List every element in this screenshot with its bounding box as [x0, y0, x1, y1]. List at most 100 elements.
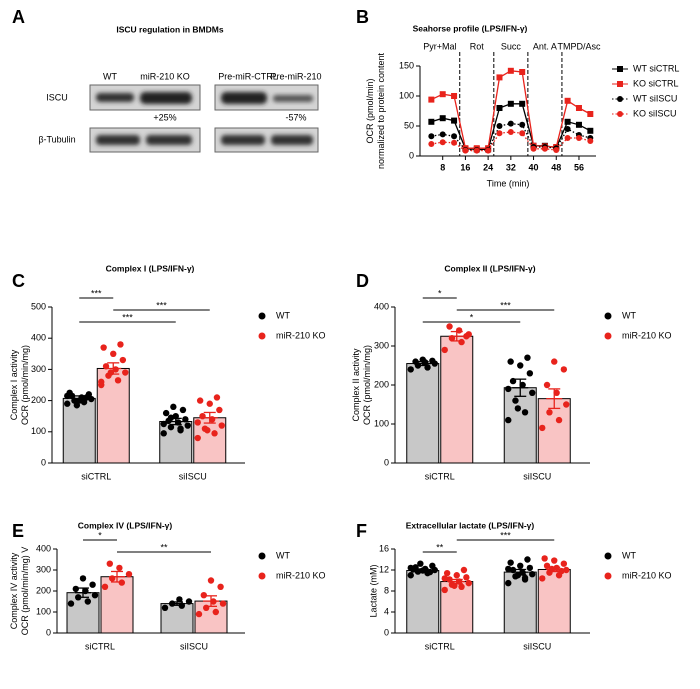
significance-label: ***	[500, 530, 511, 540]
error-bar	[414, 568, 431, 573]
panel-letter: F	[356, 521, 367, 541]
data-point	[560, 366, 568, 373]
data-point	[73, 402, 81, 409]
data-point	[529, 571, 536, 578]
significance-label: **	[160, 542, 168, 552]
y-tick-label: 8	[384, 585, 389, 595]
data-point	[79, 575, 87, 582]
y-tick-label: 400	[374, 301, 389, 311]
data-point	[563, 401, 570, 408]
data-point	[446, 323, 453, 330]
chart-title: Extracellular lactate (LPS/IFN-γ)	[406, 520, 535, 530]
data-point	[505, 385, 512, 393]
data-point	[463, 333, 470, 340]
error-bar	[105, 362, 122, 375]
legend-label: WT	[622, 550, 636, 560]
y-axis-label: OCR (pmol/min/mg)	[362, 345, 372, 425]
significance-label: *	[98, 530, 102, 540]
data-point	[539, 575, 546, 582]
data-point	[521, 574, 529, 582]
change-label: -57%	[285, 112, 306, 122]
data-point	[116, 564, 123, 572]
x-tick-label: 24	[483, 162, 493, 172]
data-point	[184, 422, 191, 429]
y-tick-label: 0	[46, 627, 51, 637]
data-point	[519, 381, 526, 389]
y-tick-label: 0	[41, 457, 46, 467]
y-tick-label: 100	[31, 426, 46, 436]
y-tick-label: 200	[36, 585, 51, 595]
y-tick-label: 150	[399, 60, 414, 70]
row-label: ISCU	[46, 92, 68, 102]
data-point	[98, 378, 105, 386]
data-point	[407, 564, 414, 572]
error-bar	[201, 411, 218, 424]
data-point	[517, 362, 524, 369]
data-point	[524, 556, 531, 563]
data-point	[211, 430, 218, 437]
phase-label: Rot	[470, 41, 485, 51]
error-bar	[71, 395, 88, 402]
data-point	[160, 430, 167, 437]
lane-label: miR-210 KO	[140, 71, 190, 81]
data-point	[505, 579, 512, 587]
data-point	[177, 425, 184, 432]
data-point	[530, 145, 537, 152]
error-bar	[512, 568, 529, 576]
data-point	[117, 341, 124, 348]
y-tick-label: 100	[399, 90, 414, 100]
lane-label: Pre-miR-210	[270, 71, 321, 81]
y-tick-label: 0	[409, 150, 414, 160]
y-axis-label: Complex I activity	[9, 349, 19, 420]
significance-label: ***	[500, 300, 511, 310]
data-point	[453, 572, 460, 579]
legend-marker	[617, 111, 623, 117]
error-bar	[203, 595, 219, 607]
data-point	[587, 111, 594, 117]
data-point	[543, 381, 551, 389]
data-point	[89, 581, 96, 588]
data-point	[507, 358, 514, 365]
x-tick-label: 48	[551, 162, 561, 172]
data-point	[441, 586, 448, 594]
data-point	[67, 600, 75, 607]
data-point	[428, 96, 435, 103]
data-point	[460, 566, 468, 574]
error-bar	[512, 378, 529, 397]
row-label: β-Tubulin	[38, 134, 75, 144]
significance-label: ***	[91, 288, 102, 298]
chart-title: Complex IV (LPS/IFN-γ)	[78, 520, 173, 530]
x-tick-label: siCTRL	[85, 641, 115, 651]
y-axis-label: Complex II activity	[351, 348, 361, 422]
legend-marker	[258, 552, 266, 560]
legend-marker	[617, 81, 623, 87]
data-point	[84, 598, 92, 605]
data-point	[519, 69, 526, 75]
blot-band	[221, 92, 267, 104]
x-tick-label: siCTRL	[81, 471, 111, 481]
error-bar	[546, 566, 563, 573]
data-point	[496, 74, 503, 81]
data-point	[496, 105, 503, 111]
data-point	[195, 610, 203, 618]
data-point	[512, 397, 519, 404]
data-point	[587, 138, 594, 144]
phase-label: Succ	[501, 41, 522, 51]
data-point	[564, 118, 571, 125]
y-tick-label: 0	[384, 627, 389, 637]
data-point	[199, 413, 206, 420]
data-point	[64, 400, 71, 407]
data-point	[463, 574, 470, 581]
legend-label: miR-210 KO	[622, 330, 672, 340]
x-tick-label: siISCU	[523, 641, 551, 651]
data-point	[64, 392, 71, 400]
blot-band	[273, 95, 313, 102]
data-point	[546, 409, 553, 416]
data-point	[217, 583, 224, 590]
data-point	[196, 397, 204, 404]
blot-panel: A ISCU regulation in BMDMs WT miR-210 KO…	[12, 7, 322, 153]
panel-letter: B	[356, 7, 369, 27]
error-bar	[167, 417, 184, 426]
data-point	[176, 596, 183, 603]
data-point	[407, 366, 414, 373]
